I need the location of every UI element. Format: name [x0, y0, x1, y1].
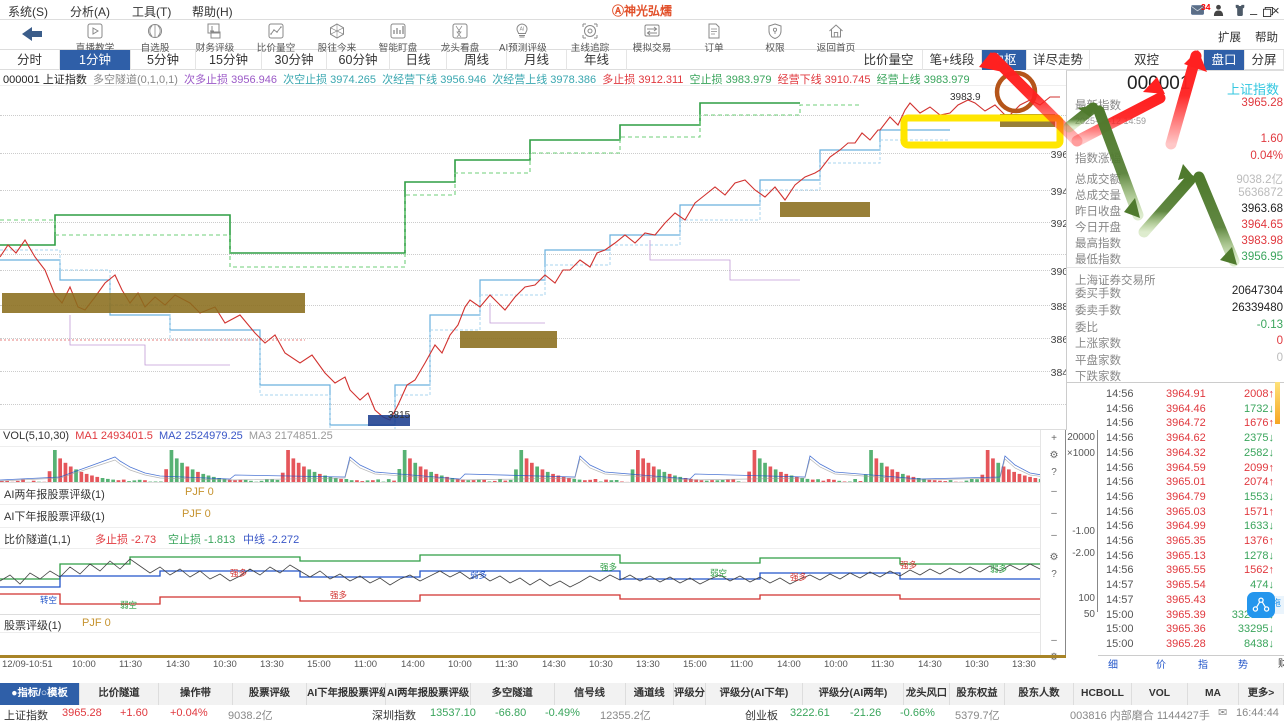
svg-text:AI: AI — [520, 27, 525, 33]
